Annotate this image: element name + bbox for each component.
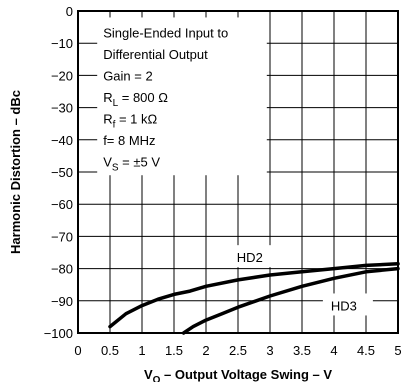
- series-label-hd2: HD2: [237, 250, 263, 265]
- annotation-line: Gain = 2: [103, 68, 153, 83]
- x-tick-label: 2: [202, 343, 209, 358]
- series-label-bg: [228, 245, 279, 268]
- y-tick-label: −60: [51, 197, 73, 212]
- annotation-background: [97, 17, 267, 176]
- x-tick-label: 5: [394, 343, 401, 358]
- x-tick-label: 4.5: [357, 343, 375, 358]
- annotation-line: RL = 800 Ω: [103, 90, 168, 109]
- x-tick-label: 3: [266, 343, 273, 358]
- x-axis-title: VO – Output Voltage Swing – V: [144, 367, 332, 382]
- y-tick-label: −100: [44, 326, 73, 341]
- x-axis-title-sub: O: [153, 375, 161, 382]
- y-tick-labels: 0 −10 −20 −30 −40 −50 −60 −70 −80 −90 −100: [44, 4, 73, 341]
- y-axis-title: Harmonic Distortion – dBc: [8, 90, 23, 254]
- x-axis-title-rest: – Output Voltage Swing – V: [160, 367, 332, 382]
- x-tick-label: 2.5: [229, 343, 247, 358]
- y-tick-label: 0: [66, 4, 73, 19]
- series-line-hd2: [108, 262, 400, 329]
- x-tick-labels: 0 0.5 1 1.5 2 2.5 3 3.5 4 4.5 5: [74, 343, 401, 358]
- x-axis-title-main: V: [144, 367, 153, 382]
- y-tick-label: −20: [51, 68, 73, 83]
- plot-frame: [77, 10, 399, 334]
- x-tick-label: 4: [330, 343, 337, 358]
- x-tick-label: 3.5: [293, 343, 311, 358]
- annotation-line: Differential Output: [103, 47, 208, 62]
- series-line-hd3: [181, 266, 400, 335]
- x-tick-label: 1: [138, 343, 145, 358]
- annotation-line: VS = ±5 V: [103, 154, 160, 173]
- y-tick-label: −70: [51, 229, 73, 244]
- y-tick-label: −50: [51, 165, 73, 180]
- y-tick-label: −40: [51, 133, 73, 148]
- series-label-bg: [322, 293, 373, 316]
- annotation-box: Single-Ended Input to Differential Output…: [97, 17, 267, 176]
- x-tick-label: 0.5: [101, 343, 119, 358]
- x-tick-label: 1.5: [165, 343, 183, 358]
- annotation-line: Single-Ended Input to: [103, 25, 228, 40]
- series-lines: [108, 262, 400, 335]
- annotation-line: f= 8 MHz: [103, 133, 155, 148]
- y-tick-label: −80: [51, 262, 73, 277]
- y-tick-label: −90: [51, 294, 73, 309]
- annotation-line: Rf = 1 kΩ: [103, 111, 157, 130]
- series-labels: HD2 HD3: [228, 245, 373, 316]
- x-tick-label: 0: [74, 343, 81, 358]
- y-tick-label: −10: [51, 36, 73, 51]
- y-tick-label: −30: [51, 101, 73, 116]
- series-label-hd3: HD3: [331, 298, 357, 313]
